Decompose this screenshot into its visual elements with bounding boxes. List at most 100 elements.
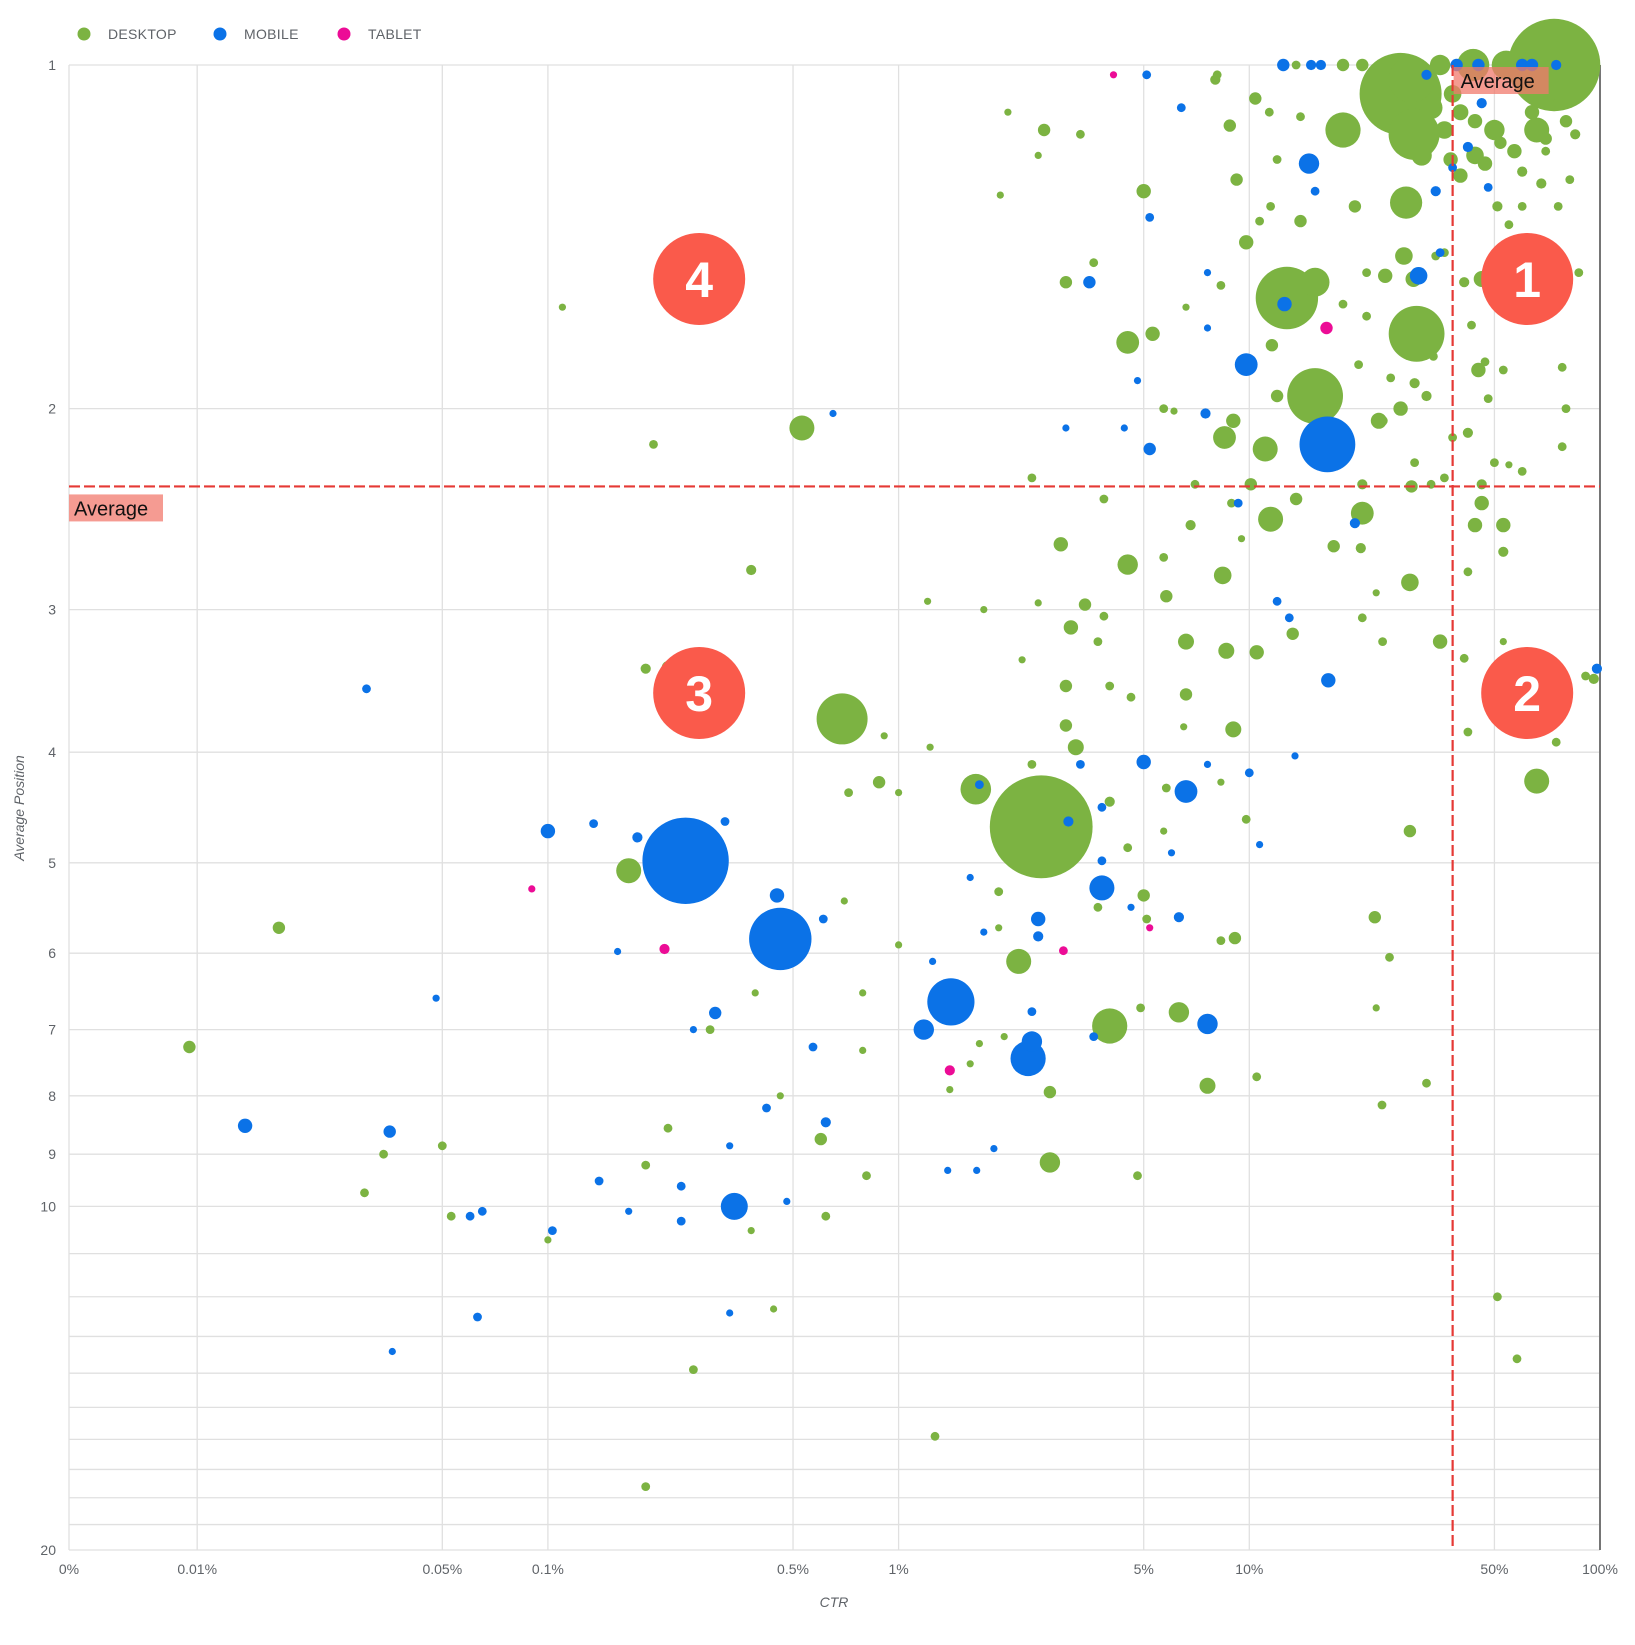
point-desktop[interactable] <box>1429 352 1438 361</box>
point-desktop[interactable] <box>1419 96 1443 120</box>
point-desktop[interactable] <box>1356 58 1369 72</box>
point-desktop[interactable] <box>1126 692 1136 702</box>
point-desktop[interactable] <box>1517 467 1527 476</box>
point-desktop[interactable] <box>1480 357 1490 367</box>
point-desktop[interactable] <box>641 1160 651 1170</box>
point-desktop[interactable] <box>1372 589 1380 597</box>
point-desktop[interactable] <box>1160 590 1173 603</box>
point-desktop[interactable] <box>1092 1008 1128 1044</box>
point-desktop[interactable] <box>1217 778 1225 786</box>
point-desktop[interactable] <box>1227 498 1236 508</box>
point-mobile[interactable] <box>1120 424 1128 432</box>
point-desktop[interactable] <box>1137 889 1150 902</box>
point-mobile[interactable] <box>1291 752 1299 760</box>
point-desktop[interactable] <box>1536 178 1547 189</box>
point-desktop[interactable] <box>859 989 867 997</box>
point-mobile[interactable] <box>720 817 730 826</box>
point-desktop[interactable] <box>689 1365 698 1374</box>
point-desktop[interactable] <box>747 1227 755 1235</box>
point-desktop[interactable] <box>1483 394 1493 403</box>
point-desktop[interactable] <box>1395 247 1413 265</box>
point-desktop[interactable] <box>616 858 642 884</box>
point-desktop[interactable] <box>183 1040 196 1054</box>
point-mobile[interactable] <box>1315 59 1326 71</box>
point-desktop[interactable] <box>1357 613 1367 623</box>
point-desktop[interactable] <box>1063 620 1079 635</box>
point-desktop[interactable] <box>1463 567 1473 577</box>
point-desktop[interactable] <box>930 1431 940 1441</box>
point-desktop[interactable] <box>1496 517 1511 533</box>
point-desktop[interactable] <box>1076 129 1085 139</box>
point-mobile[interactable] <box>1435 248 1445 257</box>
point-desktop[interactable] <box>1490 458 1499 467</box>
point-desktop[interactable] <box>1230 173 1243 186</box>
point-desktop[interactable] <box>1541 146 1551 156</box>
point-mobile[interactable] <box>1167 849 1176 857</box>
point-mobile[interactable] <box>726 1142 734 1150</box>
point-desktop[interactable] <box>1474 495 1489 511</box>
point-desktop[interactable] <box>1067 739 1084 756</box>
point-mobile[interactable] <box>1173 912 1184 923</box>
point-desktop[interactable] <box>1440 473 1449 483</box>
point-desktop[interactable] <box>1270 389 1284 403</box>
point-desktop[interactable] <box>1463 727 1473 737</box>
legend-item-tablet[interactable]: TABLET <box>337 26 422 42</box>
point-mobile[interactable] <box>594 1176 604 1186</box>
point-desktop[interactable] <box>1216 936 1226 945</box>
point-desktop[interactable] <box>1588 673 1599 685</box>
point-mobile[interactable] <box>1462 141 1473 153</box>
point-mobile[interactable] <box>929 957 937 966</box>
point-mobile[interactable] <box>1145 213 1155 222</box>
point-desktop[interactable] <box>751 989 759 997</box>
point-mobile[interactable] <box>720 1192 748 1220</box>
point-desktop[interactable] <box>966 1060 974 1068</box>
point-desktop[interactable] <box>1435 121 1454 139</box>
point-desktop[interactable] <box>1357 479 1368 490</box>
point-tablet[interactable] <box>659 943 670 955</box>
point-mobile[interactable] <box>388 1347 396 1356</box>
point-mobile[interactable] <box>829 409 837 418</box>
point-desktop[interactable] <box>1105 681 1115 691</box>
point-desktop[interactable] <box>1180 723 1188 731</box>
point-desktop[interactable] <box>1462 427 1473 438</box>
point-desktop[interactable] <box>1223 119 1237 132</box>
point-desktop[interactable] <box>641 1482 651 1491</box>
point-desktop[interactable] <box>1517 202 1527 211</box>
point-desktop[interactable] <box>1272 155 1282 164</box>
point-desktop[interactable] <box>1027 760 1037 769</box>
point-mobile[interactable] <box>1027 1007 1037 1016</box>
point-desktop[interactable] <box>895 941 903 949</box>
point-mobile[interactable] <box>913 1019 934 1040</box>
legend-item-desktop[interactable]: DESKTOP <box>77 26 177 42</box>
point-desktop[interactable] <box>1249 92 1262 105</box>
point-tablet[interactable] <box>1109 71 1118 79</box>
point-mobile[interactable] <box>1310 186 1320 196</box>
point-desktop[interactable] <box>1499 638 1507 646</box>
point-mobile[interactable] <box>1476 98 1487 109</box>
point-mobile[interactable] <box>927 978 975 1026</box>
point-mobile[interactable] <box>1097 856 1107 866</box>
point-desktop[interactable] <box>1390 186 1423 219</box>
point-desktop[interactable] <box>1553 202 1563 211</box>
point-desktop[interactable] <box>544 1236 552 1244</box>
point-desktop[interactable] <box>1264 107 1274 117</box>
point-mobile[interactable] <box>477 1206 487 1216</box>
point-mobile[interactable] <box>975 780 984 789</box>
point-desktop[interactable] <box>437 1141 447 1151</box>
point-tablet[interactable] <box>528 885 536 893</box>
point-mobile[interactable] <box>709 1006 722 1020</box>
point-mobile[interactable] <box>749 907 812 971</box>
point-desktop[interactable] <box>989 775 1093 879</box>
point-desktop[interactable] <box>1034 151 1042 159</box>
point-mobile[interactable] <box>1031 911 1046 927</box>
point-desktop[interactable] <box>1237 535 1246 543</box>
point-mobile[interactable] <box>1133 377 1142 385</box>
point-desktop[interactable] <box>1218 642 1235 659</box>
point-desktop[interactable] <box>379 1149 388 1159</box>
point-desktop[interactable] <box>1145 326 1160 341</box>
point-desktop[interactable] <box>1432 634 1448 649</box>
point-desktop[interactable] <box>360 1188 369 1198</box>
point-desktop[interactable] <box>1372 1004 1380 1012</box>
point-desktop[interactable] <box>1355 543 1366 554</box>
point-desktop[interactable] <box>1493 1292 1502 1302</box>
